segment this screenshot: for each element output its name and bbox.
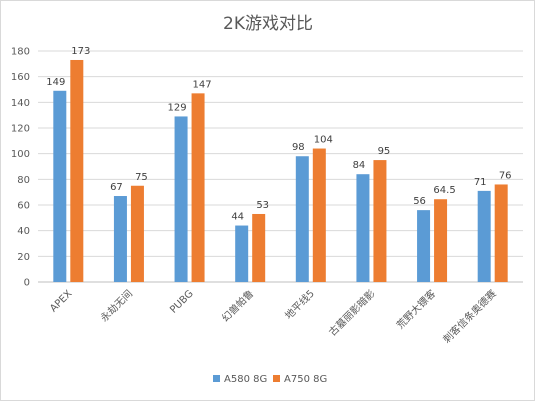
- x-category-label: 刺客信条奥德赛: [440, 287, 499, 346]
- y-tick-label: 100: [11, 149, 30, 160]
- bar-a580: [174, 116, 188, 282]
- gridlines: [38, 50, 523, 283]
- data-label: 67: [110, 182, 123, 193]
- data-label: 64.5: [433, 185, 455, 196]
- data-label: 149: [46, 77, 65, 88]
- chart-title: 2K游戏对比: [223, 14, 313, 34]
- bar-a750: [494, 184, 508, 282]
- data-label: 98: [292, 142, 305, 153]
- bar-a750: [434, 199, 448, 282]
- y-tick-label: 20: [17, 252, 30, 263]
- data-label: 147: [193, 79, 212, 90]
- y-tick-label: 140: [11, 98, 30, 109]
- legend: A580 8G A750 8G: [213, 374, 327, 385]
- data-label: 76: [499, 170, 512, 181]
- legend-swatch: [273, 375, 280, 382]
- legend-label: A750 8G: [284, 374, 327, 385]
- data-label: 129: [168, 102, 187, 113]
- data-label: 44: [231, 212, 244, 223]
- y-tick-label: 120: [11, 124, 30, 135]
- bar-a750: [130, 185, 144, 282]
- bar-a580: [53, 90, 67, 283]
- bar-a750: [373, 160, 387, 282]
- bar-a750: [191, 93, 205, 282]
- bar-a580: [113, 196, 127, 282]
- x-category-label: PUBG: [168, 288, 195, 315]
- x-category-label: 古墓丽影暗影: [326, 287, 378, 339]
- legend-swatch: [213, 375, 220, 382]
- y-tick-label: 0: [24, 278, 30, 289]
- y-tick-label: 40: [17, 226, 30, 237]
- bars: [53, 59, 508, 283]
- x-category-label: 地平线5: [282, 287, 317, 322]
- bar-a750: [252, 213, 266, 282]
- x-axis-categories: APEX 永劫无间 PUBG 幻兽帕鲁 地平线5 古墓丽影暗影 荒野大镖客 刺客信条奥德赛: [48, 287, 499, 346]
- data-label: 104: [314, 135, 333, 146]
- data-label: 56: [413, 196, 426, 207]
- data-label: 53: [256, 200, 269, 211]
- legend-label: A580 8G: [224, 374, 267, 385]
- data-label: 84: [353, 160, 366, 171]
- x-category-label: 幻兽帕鲁: [219, 287, 256, 324]
- bar-a750: [312, 148, 326, 282]
- bar-a750: [70, 59, 84, 282]
- y-axis-ticks: 0 20 40 60 80 100 120 140 160 180: [11, 47, 30, 289]
- x-category-label: APEX: [48, 288, 74, 314]
- bar-a580: [235, 225, 249, 282]
- bar-a580: [356, 174, 370, 282]
- y-tick-label: 60: [17, 201, 30, 212]
- bar-a580: [477, 190, 491, 282]
- data-labels: 149 173 67 75 129 147 44 53 98 104 84 95 56 64.5 71 76: [46, 46, 511, 223]
- x-category-label: 荒野大镖客: [394, 287, 439, 332]
- data-label: 75: [135, 172, 148, 183]
- data-label: 173: [71, 46, 90, 57]
- y-tick-label: 160: [11, 72, 30, 83]
- bar-a580: [295, 156, 309, 282]
- bar-a580: [417, 210, 431, 282]
- y-tick-label: 80: [17, 175, 30, 186]
- y-tick-label: 180: [11, 47, 30, 58]
- x-category-label: 永劫无间: [98, 287, 135, 324]
- data-label: 95: [378, 146, 391, 157]
- data-label: 71: [474, 177, 487, 188]
